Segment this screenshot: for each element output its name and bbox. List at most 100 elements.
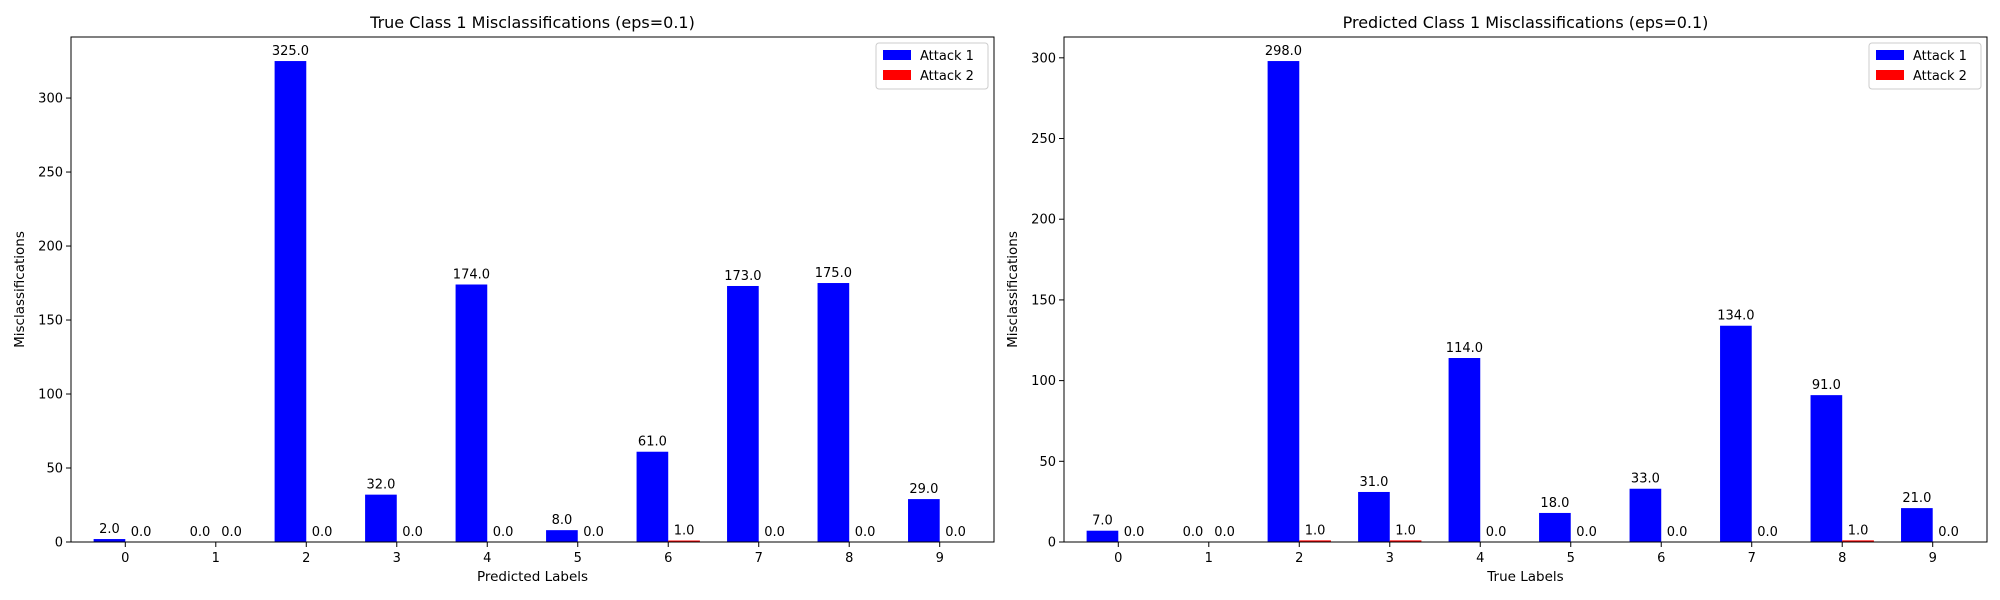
bar-attack-1-3 (1358, 491, 1390, 542)
x-tick-label: 8 (845, 551, 853, 566)
axes-frame (70, 36, 995, 543)
legend-label: Attack 1 (1913, 49, 1967, 64)
bar-attack-1-5 (546, 530, 578, 542)
y-tick-label: 300 (38, 92, 63, 107)
x-tick-label: 1 (212, 551, 220, 566)
x-axis-label: True Labels (1486, 569, 1563, 585)
chart-1: True Class 1 Misclassifications (eps=0.1… (12, 13, 995, 585)
legend-label: Attack 2 (920, 69, 974, 84)
x-tick-label: 7 (1748, 551, 1756, 566)
x-tick-label: 9 (936, 551, 944, 566)
bar-attack-1-6 (636, 451, 669, 542)
data-label: 174.0 (453, 268, 490, 283)
bar-attack-1-2 (274, 61, 307, 543)
data-label: 0.0 (1576, 525, 1597, 540)
y-axis-label: Misclassifications (12, 231, 28, 348)
data-label: 114.0 (1446, 341, 1483, 356)
data-label: 0.0 (1938, 525, 1959, 540)
y-tick-label: 0 (55, 536, 63, 551)
data-label: 325.0 (272, 44, 309, 59)
x-tick-label: 0 (121, 551, 129, 566)
data-label: 0.0 (221, 525, 242, 540)
bar-attack-1-4 (1448, 358, 1481, 542)
x-tick-label: 4 (483, 551, 491, 566)
legend: Attack 1 Attack 2 (875, 42, 989, 90)
bar-attack-1-8 (1810, 395, 1843, 542)
bar-attack-2-3 (1389, 540, 1422, 542)
x-tick-label: 1 (1205, 551, 1213, 566)
bar-attack-1-6 (1629, 488, 1662, 542)
data-label: 91.0 (1812, 378, 1841, 393)
data-label: 0.0 (855, 525, 876, 540)
bar-attack-2-6 (668, 540, 700, 542)
data-label: 1.0 (674, 524, 695, 539)
bar-attack-1-5 (1539, 512, 1571, 542)
data-label: 21.0 (1902, 491, 1931, 506)
legend-label: Attack 1 (920, 49, 974, 64)
bar-attack-2-2 (1299, 540, 1331, 542)
data-label: 0.0 (1667, 525, 1688, 540)
data-label: 0.0 (764, 525, 785, 540)
y-tick-label: 200 (38, 240, 63, 255)
legend-label: Attack 2 (1913, 69, 1967, 84)
data-label: 0.0 (1757, 525, 1778, 540)
x-axis-label: Predicted Labels (477, 569, 588, 585)
data-label: 32.0 (366, 478, 395, 493)
x-tick-label: 9 (1929, 551, 1937, 566)
legend-swatch-attack-1 (1876, 50, 1904, 60)
bar-attack-1-0 (93, 539, 126, 542)
data-label: 1.0 (1395, 523, 1416, 538)
y-tick-label: 200 (1031, 213, 1056, 228)
legend-swatch-attack-1 (883, 50, 911, 60)
data-label: 0.0 (945, 525, 966, 540)
data-label: 33.0 (1631, 472, 1660, 487)
data-label: 0.0 (190, 525, 211, 540)
data-label: 0.0 (493, 525, 514, 540)
y-tick-label: 50 (46, 462, 63, 477)
data-label: 0.0 (402, 525, 423, 540)
bar-attack-1-3 (365, 494, 397, 542)
bar-attack-1-7 (727, 285, 759, 542)
x-tick-label: 8 (1838, 551, 1846, 566)
data-label: 8.0 (552, 513, 573, 528)
data-label: 0.0 (131, 525, 152, 540)
x-tick-label: 4 (1476, 551, 1484, 566)
x-tick-label: 2 (302, 551, 310, 566)
data-label: 7.0 (1092, 514, 1113, 529)
data-label: 18.0 (1540, 496, 1569, 511)
data-label: 0.0 (1183, 525, 1204, 540)
data-label: 134.0 (1717, 309, 1754, 324)
x-tick-label: 3 (1386, 551, 1394, 566)
data-label: 173.0 (724, 269, 761, 284)
y-tick-label: 250 (1031, 132, 1056, 147)
bar-attack-1-2 (1267, 61, 1300, 543)
y-tick-label: 250 (38, 166, 63, 181)
bar-attack-1-9 (1901, 508, 1933, 542)
legend-swatch-attack-2 (883, 70, 911, 80)
x-tick-label: 0 (1114, 551, 1122, 566)
bar-attack-1-9 (908, 499, 940, 542)
y-tick-label: 100 (1031, 374, 1056, 389)
legend-swatch-attack-2 (1876, 70, 1904, 80)
data-label: 1.0 (1848, 523, 1869, 538)
x-tick-label: 6 (1657, 551, 1665, 566)
y-tick-label: 0 (1048, 536, 1056, 551)
data-label: 0.0 (1124, 525, 1145, 540)
bar-attack-1-8 (817, 283, 850, 542)
y-axis-label: Misclassifications (1005, 231, 1021, 348)
data-label: 175.0 (815, 266, 852, 281)
chart-title: Predicted Class 1 Misclassifications (ep… (1343, 13, 1709, 32)
axes-frame (1063, 36, 1988, 543)
data-label: 2.0 (99, 522, 120, 537)
x-tick-label: 6 (664, 551, 672, 566)
x-tick-label: 7 (755, 551, 763, 566)
bar-attack-1-4 (455, 284, 488, 542)
y-tick-label: 150 (38, 314, 63, 329)
data-label: 31.0 (1359, 475, 1388, 490)
chart-2: Predicted Class 1 Misclassifications (ep… (1005, 13, 1988, 585)
data-label: 29.0 (909, 482, 938, 497)
y-tick-label: 100 (38, 388, 63, 403)
data-label: 61.0 (638, 435, 667, 450)
